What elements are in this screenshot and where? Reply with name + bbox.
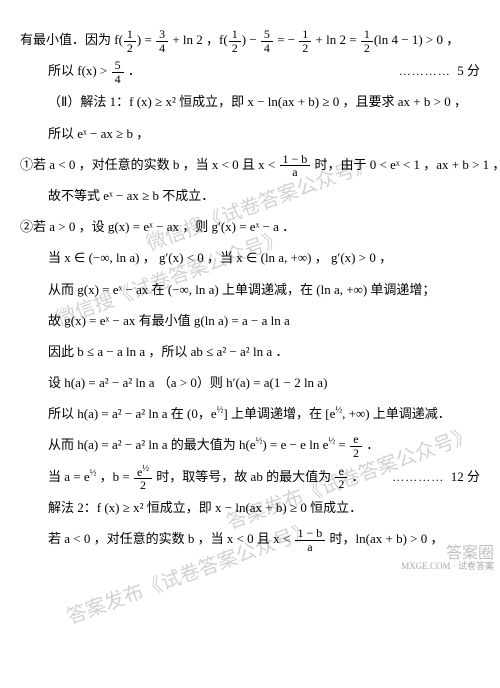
text-line-10: 故 g(x) = eˣ − ax 有最小值 g(ln a) = a − a ln… [20, 305, 480, 336]
score-5: 5 分 [457, 63, 480, 78]
text-line-16: 解法 2：f (x) ≥ x² 恒成立，即 x − ln(ax + b) ≥ 0… [20, 492, 480, 523]
text-line-11: 因此 b ≤ a − a ln a ，所以 ab ≤ a² − a² ln a … [20, 336, 480, 367]
text-line-1: 有最小值．因为 f(12) = 34 + ln 2 ，f(12) − 54 = … [20, 24, 480, 55]
score-12: 12 分 [451, 469, 480, 484]
text-line-12: 设 h(a) = a² − a² ln a （a > 0）则 h′(a) = a… [20, 367, 480, 398]
text-line-5: ①若 a < 0 ，对任意的实数 b ，当 x < 0 且 x < 1 − ba… [20, 149, 480, 180]
text-line-15: 当 a = e½ ，b = e½2 时，取等号，故 ab 的最大值为 e2 ． … [20, 461, 480, 492]
text-line-7: ②若 a > 0 ，设 g(x) = eˣ − ax ，则 g′(x) = eˣ… [20, 211, 480, 242]
text-line-14: 从而 h(a) = a² − a² ln a 的最大值为 h(e½) = e −… [20, 429, 480, 460]
text-line-4: 所以 eˣ − ax ≥ b ， [20, 118, 480, 149]
corner-watermark: 答案圈 MXGE.COM · 试卷答案 [401, 545, 494, 572]
text-line-2: 所以 f(x) > 54 ． ………… 5 分 [20, 55, 480, 86]
text-line-13: 所以 h(a) = a² − a² ln a 在 (0，e½] 上单调递增，在 … [20, 398, 480, 429]
text-line-3: （Ⅱ）解法 1：f (x) ≥ x² 恒成立，即 x − ln(ax + b) … [20, 86, 480, 117]
text-line-9: 从而 g(x) = eˣ − ax 在 (−∞, ln a) 上单调递减，在 (… [20, 274, 480, 305]
text-line-8: 当 x ∈ (−∞, ln a) ， g′(x) < 0 ，当 x ∈ (ln … [20, 242, 480, 273]
text-line-6: 故不等式 eˣ − ax ≥ b 不成立． [20, 180, 480, 211]
